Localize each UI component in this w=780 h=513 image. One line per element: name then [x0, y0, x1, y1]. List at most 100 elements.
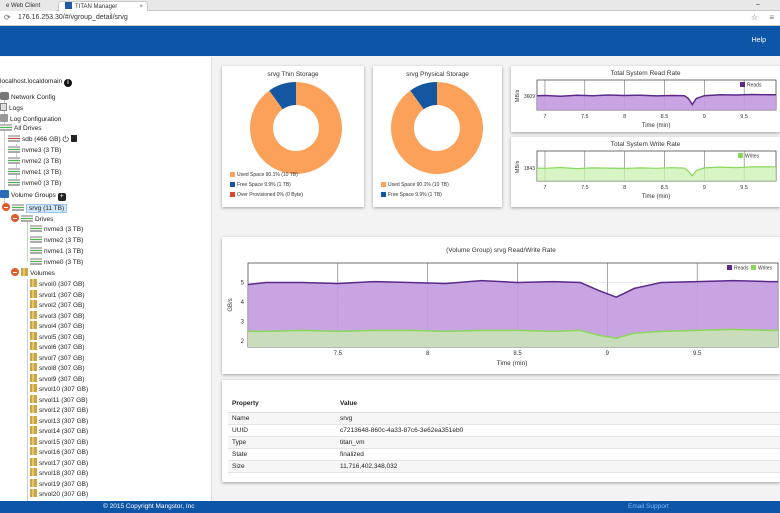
selected-group-label: srvg (11 TB): [26, 204, 68, 213]
tree-volume-item[interactable]: srvol19 (307 GB): [30, 478, 88, 489]
tree-item-logs[interactable]: Logs: [0, 103, 23, 113]
email-support-link[interactable]: Email Support: [628, 503, 669, 510]
legend-item: Over Provisioned 0% (0 Byte): [230, 192, 303, 198]
tree-volume-item[interactable]: srvol10 (307 GB): [30, 384, 88, 394]
info-icon[interactable]: i: [63, 79, 72, 87]
tree-volume-item[interactable]: srvol13 (307 GB): [30, 415, 89, 426]
tree-group-volumes[interactable]: Volumes: [11, 268, 55, 278]
tree-volume-item[interactable]: srvol11 (307 GB): [30, 394, 88, 405]
tree-volume-item[interactable]: srvol9 (307 GB): [30, 373, 85, 384]
browser-tab-bar: e Web Client TITAN Manager × –: [0, 0, 780, 11]
volume-groups-icon: [0, 190, 9, 198]
power-icon[interactable]: ⏻: [62, 135, 69, 144]
volume-icon: [30, 478, 37, 487]
tree-volume-item[interactable]: srvol0 (307 GB): [30, 279, 85, 289]
tree-volume-item[interactable]: srvol7 (307 GB): [30, 352, 85, 363]
browser-menu-icon[interactable]: ≡: [769, 13, 774, 22]
volume-icon: [30, 426, 37, 434]
x-tick-label: 9.5: [740, 114, 748, 120]
tree-item-label: srvol14 (307 GB): [39, 428, 89, 435]
x-tick-label: 8.5: [661, 114, 669, 120]
tree-group-drive[interactable]: nvme2 (3 TB): [30, 236, 83, 245]
tree-item-label: srvol11 (307 GB): [39, 396, 88, 404]
tree-volume-item[interactable]: srvol5 (307 GB): [30, 331, 85, 342]
close-tab-icon[interactable]: ×: [139, 4, 143, 10]
tree-item-label: srvol0 (307 GB): [39, 281, 85, 288]
tree-group-drive[interactable]: nvme3 (3 TB): [30, 225, 83, 234]
tree-volume-item[interactable]: srvol1 (307 GB): [30, 289, 85, 300]
volume-icon: [30, 321, 37, 329]
tree-volume-item[interactable]: srvol4 (307 GB): [30, 321, 85, 331]
main-content: srvg Thin Storage Used Space 90.1% (10 T…: [213, 57, 780, 501]
collapse-icon[interactable]: [11, 268, 19, 276]
volume-icon: [30, 300, 37, 308]
tree-item-label: Volumes: [30, 270, 55, 277]
property-name-cell: State: [228, 448, 336, 461]
tree-volume-item[interactable]: srvol14 (307 GB): [30, 426, 88, 436]
y-axis-label: GB/s: [228, 298, 234, 311]
volume-icon: [30, 310, 37, 319]
tree-volume-item[interactable]: srvol18 (307 GB): [30, 468, 88, 478]
tree-group-srvg[interactable]: srvg (11 TB): [2, 203, 68, 213]
tree-group-drive[interactable]: nvme1 (3 TB): [30, 247, 83, 256]
tree-volume-item[interactable]: srvol17 (307 GB): [30, 457, 88, 468]
property-name-cell: UUID: [228, 424, 336, 437]
tree-item-all-drives[interactable]: All Drives: [0, 124, 41, 133]
x-tick-label: 9: [703, 185, 706, 191]
tree-host[interactable]: localhost.localdomain i: [0, 77, 74, 87]
tree-group-drives[interactable]: Drives: [11, 214, 53, 224]
tree-drive-nvme0[interactable]: nvme0 (3 TB): [8, 179, 61, 188]
help-link[interactable]: Help: [751, 37, 766, 44]
legend-label-reads: Reads: [747, 83, 762, 89]
browser-tab-titan-manager[interactable]: TITAN Manager ×: [58, 1, 148, 11]
tree-drive-nvme2[interactable]: nvme2 (3 TB): [8, 157, 61, 166]
x-tick-label: 8: [426, 351, 430, 357]
tree-item-label: Drives: [35, 216, 54, 223]
add-volume-group-icon[interactable]: +: [57, 193, 66, 201]
thin-storage-title: srvg Thin Storage: [267, 71, 319, 78]
url-input[interactable]: 176.16.253.30/#/vgroup_detail/srvg: [18, 14, 128, 21]
reload-icon[interactable]: ⟳: [4, 13, 11, 22]
volume-icon: [30, 289, 37, 298]
tree-volume-item[interactable]: srvol6 (307 GB): [30, 342, 85, 352]
tree-item-label: srvol16 (307 GB): [39, 449, 89, 456]
tree-volume-item[interactable]: srvol2 (307 GB): [30, 300, 85, 310]
tree-drive-sdb[interactable]: sdb (466 GB) ⏻: [8, 135, 79, 144]
legend-swatch: [381, 182, 386, 187]
tree-drive-nvme3[interactable]: nvme3 (3 TB): [8, 146, 61, 155]
legend-swatch: [230, 172, 235, 177]
tree-volume-item[interactable]: srvol3 (307 GB): [30, 310, 85, 321]
column-header-value: Value: [336, 396, 780, 413]
window-minimize-icon[interactable]: –: [756, 1, 760, 8]
tree-item-label: nvme2 (3 TB): [44, 237, 84, 244]
document-icon: [0, 103, 7, 111]
collapse-icon[interactable]: [2, 203, 10, 211]
legend-swatch: [230, 192, 235, 197]
collapse-icon[interactable]: [11, 214, 19, 222]
tree-item-log-configuration[interactable]: Log Configuration: [0, 114, 61, 124]
trash-icon[interactable]: [70, 135, 77, 142]
tree-volume-item[interactable]: srvol16 (307 GB): [30, 447, 88, 457]
tree-volume-groups[interactable]: Volume Groups +: [0, 190, 68, 201]
tree-group-drive[interactable]: nvme0 (3 TB): [30, 258, 83, 267]
tree-item-network-config[interactable]: Network Config: [0, 92, 55, 102]
property-value-cell: srvg: [336, 412, 780, 425]
thin-storage-donut: [250, 82, 342, 174]
tree-drive-nvme1[interactable]: nvme1 (3 TB): [8, 168, 61, 177]
tree-volume-item[interactable]: srvol12 (307 GB): [30, 405, 88, 415]
volume-icon: [30, 331, 37, 340]
tree-item-label: srvol13 (307 GB): [39, 417, 89, 425]
legend-label-writes: Writes: [745, 154, 760, 160]
tree-item-label: Network Config: [11, 94, 56, 101]
browser-tab-web-client[interactable]: e Web Client: [0, 1, 56, 11]
properties-panel: Property Value Name srvg UUID c7213648-860c…: [222, 380, 780, 482]
x-tick-label: 9.5: [740, 185, 748, 191]
bookmark-star-icon[interactable]: ☆: [750, 13, 758, 22]
write-rate-panel: Total System Write Rate 7 7.5 8 8.5 9 9.5 MB/s…: [511, 137, 780, 207]
tree-volume-item[interactable]: srvol20 (307 GB): [30, 489, 88, 499]
tree-volume-item[interactable]: srvol15 (307 GB): [30, 436, 88, 447]
tree-volume-item[interactable]: srvol8 (307 GB): [30, 363, 85, 373]
legend-item: Free Space 9.9% (1 TB): [230, 182, 291, 188]
legend-swatch-writes: [738, 153, 743, 158]
table-row: Type titan_vm: [228, 436, 780, 449]
